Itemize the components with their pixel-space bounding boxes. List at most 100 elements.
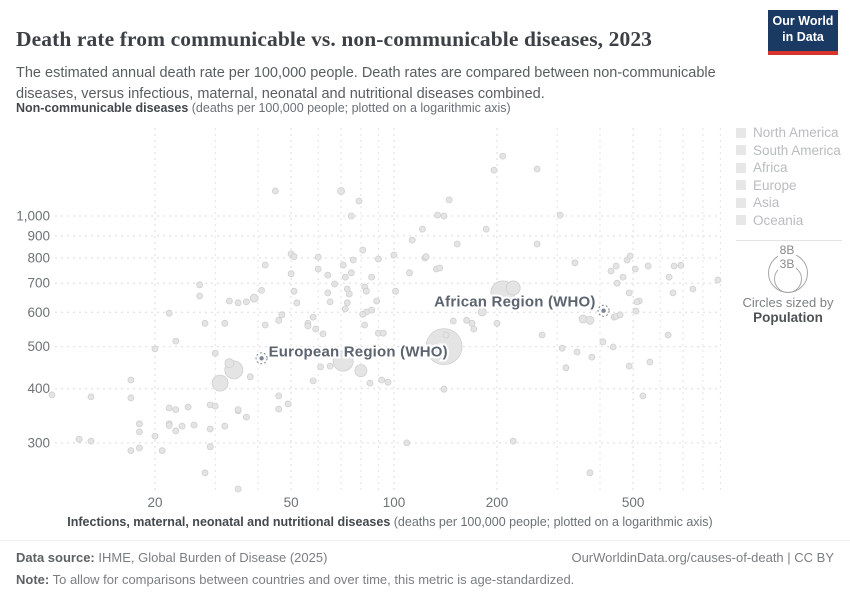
country-point[interactable] <box>359 310 367 318</box>
country-point[interactable] <box>612 262 620 270</box>
country-point[interactable] <box>127 394 135 402</box>
country-point[interactable] <box>664 331 672 339</box>
country-point[interactable] <box>434 211 441 219</box>
country-point[interactable] <box>275 316 283 324</box>
country-point[interactable] <box>453 240 461 248</box>
country-point[interactable] <box>249 293 259 303</box>
country-point[interactable] <box>384 378 392 386</box>
country-point[interactable] <box>403 439 411 447</box>
country-point[interactable] <box>392 287 399 295</box>
country-point[interactable] <box>165 309 173 317</box>
legend-item-asia[interactable]: Asia <box>736 195 846 210</box>
country-point[interactable] <box>201 319 209 327</box>
country-point[interactable] <box>588 353 596 361</box>
country-point[interactable] <box>619 273 627 281</box>
country-point[interactable] <box>246 373 254 381</box>
country-point[interactable] <box>633 298 641 306</box>
country-point[interactable] <box>172 427 180 435</box>
country-point[interactable] <box>406 269 413 277</box>
country-point[interactable] <box>626 252 634 260</box>
country-point[interactable] <box>332 350 354 372</box>
country-point[interactable] <box>151 432 159 440</box>
country-point[interactable] <box>127 376 135 384</box>
country-point[interactable] <box>242 413 250 421</box>
country-point[interactable] <box>625 362 633 370</box>
country-point[interactable] <box>196 281 204 289</box>
citation-link[interactable]: OurWorldinData.org/causes-of-death | CC … <box>571 550 834 565</box>
country-point[interactable] <box>211 402 219 410</box>
country-point[interactable] <box>293 299 301 307</box>
country-point[interactable] <box>665 273 673 281</box>
country-point[interactable] <box>585 315 595 325</box>
country-point[interactable] <box>75 435 83 443</box>
country-point[interactable] <box>669 289 677 297</box>
country-point[interactable] <box>165 404 173 412</box>
legend-item-north-america[interactable]: North America <box>736 125 846 140</box>
country-point[interactable] <box>151 345 159 353</box>
country-point[interactable] <box>378 376 386 384</box>
country-point[interactable] <box>178 422 186 430</box>
country-point[interactable] <box>258 286 266 294</box>
country-point[interactable] <box>290 287 298 295</box>
country-point[interactable] <box>613 279 621 287</box>
country-point[interactable] <box>349 256 357 264</box>
country-point[interactable] <box>422 253 430 261</box>
country-point[interactable] <box>341 305 349 313</box>
legend-item-south-america[interactable]: South America <box>736 143 846 158</box>
country-point[interactable] <box>354 364 368 378</box>
country-point[interactable] <box>339 261 347 269</box>
country-point[interactable] <box>440 212 448 220</box>
country-point[interactable] <box>190 421 198 429</box>
country-point[interactable] <box>324 271 332 279</box>
country-point[interactable] <box>445 196 453 204</box>
country-point[interactable] <box>558 344 566 352</box>
country-point[interactable] <box>477 307 487 317</box>
country-point[interactable] <box>165 422 173 429</box>
country-point[interactable] <box>436 264 444 272</box>
country-point[interactable] <box>87 393 95 401</box>
region-marker[interactable] <box>601 308 606 313</box>
country-point[interactable] <box>556 211 564 219</box>
country-point[interactable] <box>290 253 298 261</box>
country-point[interactable] <box>390 251 398 259</box>
country-point[interactable] <box>425 328 463 366</box>
country-point[interactable] <box>319 330 327 338</box>
country-point[interactable] <box>304 322 312 330</box>
country-point[interactable] <box>538 331 546 339</box>
country-point[interactable] <box>440 385 448 393</box>
country-point[interactable] <box>379 329 387 337</box>
country-point[interactable] <box>533 165 541 173</box>
country-point[interactable] <box>343 299 351 307</box>
country-point[interactable] <box>442 331 450 339</box>
country-point[interactable] <box>221 319 229 327</box>
country-point[interactable] <box>48 391 56 399</box>
country-point[interactable] <box>184 403 192 411</box>
country-point[interactable] <box>341 273 349 281</box>
country-point[interactable] <box>337 187 346 195</box>
country-point[interactable] <box>493 319 501 327</box>
country-point[interactable] <box>234 485 242 493</box>
country-point[interactable] <box>206 443 214 451</box>
country-point[interactable] <box>599 338 607 346</box>
country-point[interactable] <box>224 358 235 369</box>
country-point[interactable] <box>206 425 214 433</box>
country-point[interactable] <box>644 262 652 270</box>
country-point[interactable] <box>172 406 180 414</box>
country-point[interactable] <box>714 276 722 284</box>
country-point[interactable] <box>499 152 507 160</box>
country-point[interactable] <box>284 400 292 408</box>
country-point[interactable] <box>261 321 269 329</box>
country-point[interactable] <box>275 405 283 413</box>
country-point[interactable] <box>373 297 381 305</box>
country-point[interactable] <box>359 246 367 254</box>
country-point[interactable] <box>309 313 317 321</box>
country-point[interactable] <box>347 212 355 220</box>
country-point[interactable] <box>571 259 579 267</box>
country-point[interactable] <box>324 289 332 297</box>
country-point[interactable] <box>287 270 295 278</box>
country-point[interactable] <box>368 273 376 281</box>
country-point[interactable] <box>482 225 490 233</box>
country-point[interactable] <box>562 364 570 372</box>
country-point[interactable] <box>670 262 678 270</box>
